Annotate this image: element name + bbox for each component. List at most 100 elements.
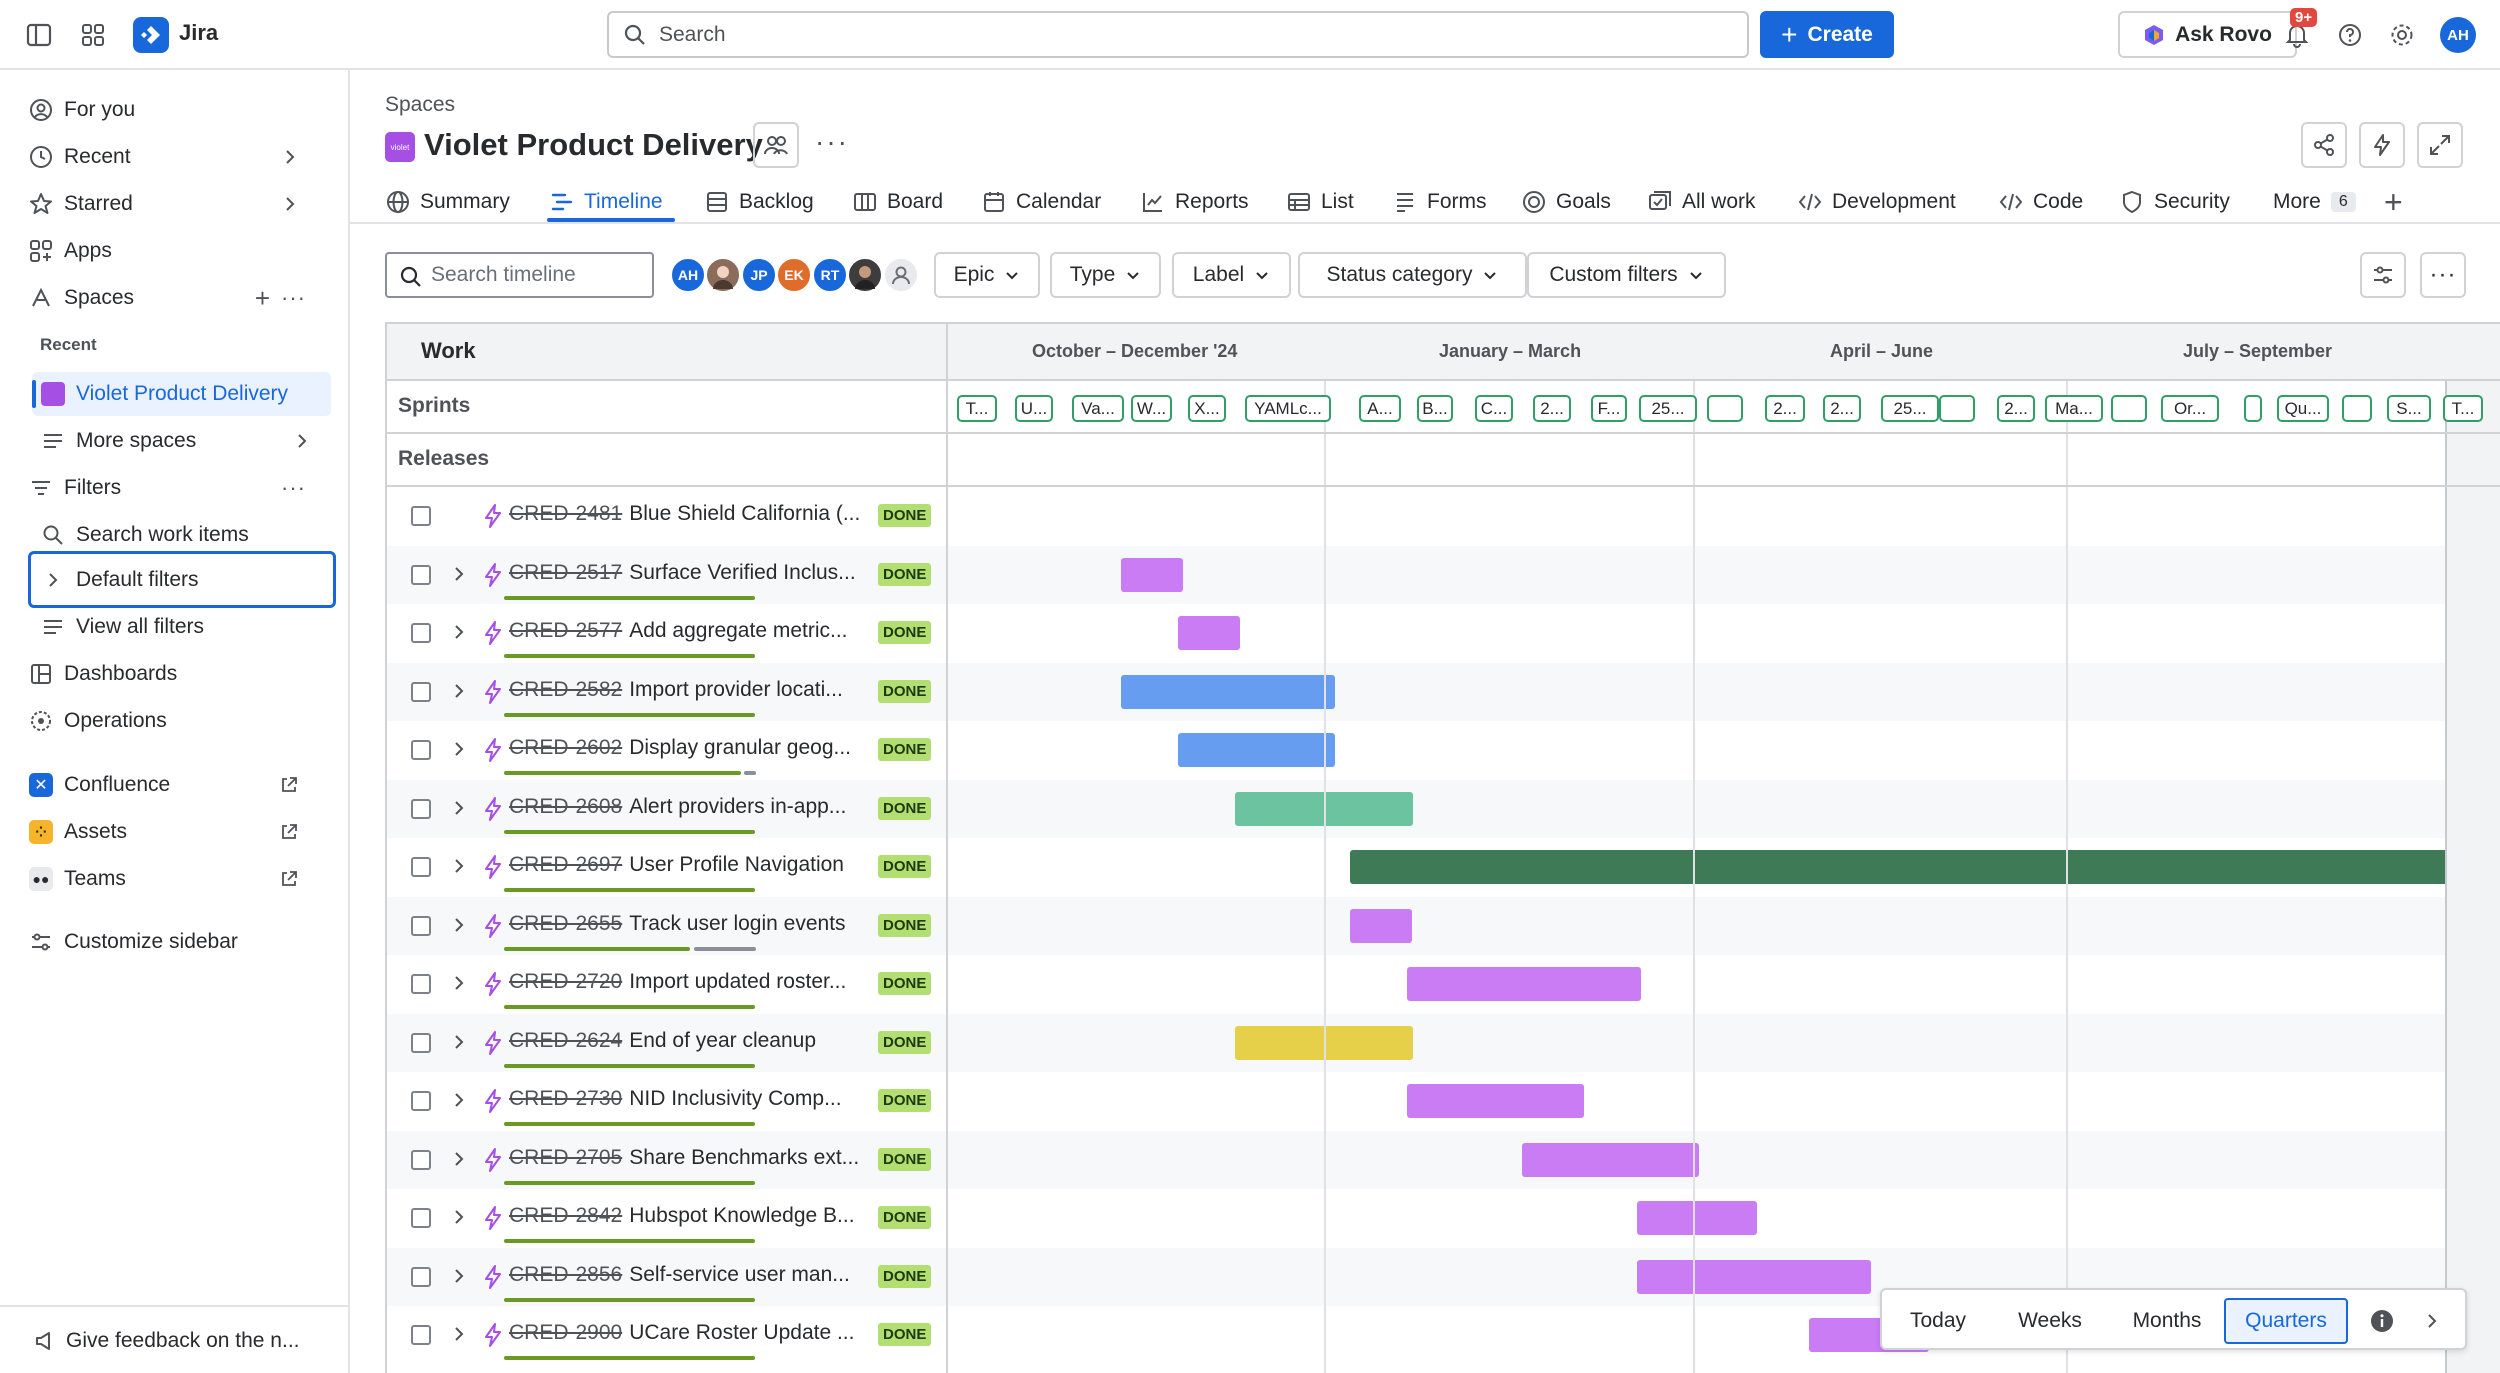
table-row[interactable]: CRED-2730 NID Inclusivity Comp... DONE <box>387 1072 2500 1131</box>
sprint-chip[interactable]: 25... <box>1881 395 1939 422</box>
help-icon[interactable] <box>2333 18 2367 52</box>
work-item-title[interactable]: CRED-2900 UCare Roster Update ... <box>509 1321 864 1345</box>
ask-rovo-button[interactable]: Ask Rovo <box>2118 11 2297 58</box>
table-row[interactable]: CRED-2481 Blue Shield California (... DONE <box>387 487 2500 546</box>
sprint-chip[interactable]: 2... <box>1823 395 1861 422</box>
work-item-title[interactable]: CRED-2481 Blue Shield California (... <box>509 502 864 526</box>
table-row[interactable]: CRED-2655 Track user login events DONE <box>387 896 2500 955</box>
row-checkbox[interactable] <box>411 1091 431 1111</box>
sprint-chip[interactable]: A... <box>1359 395 1401 422</box>
sidebar-item-violet-product-delivery[interactable]: Violet Product Delivery <box>40 374 330 414</box>
sprint-chip[interactable]: F... <box>1591 395 1627 422</box>
work-item-title[interactable]: CRED-2856 Self-service user man... <box>509 1263 864 1287</box>
sidebar-item-customize[interactable]: Customize sidebar <box>28 922 328 962</box>
expand-chevron-icon[interactable] <box>451 1032 467 1052</box>
custom-filters-dropdown[interactable]: Custom filters <box>1527 252 1726 298</box>
row-checkbox[interactable] <box>411 681 431 702</box>
sprint-chip[interactable]: W... <box>1131 395 1172 422</box>
work-item-title[interactable]: CRED-2655 Track user login events <box>509 912 864 936</box>
sidebar-toggle-icon[interactable] <box>22 18 56 52</box>
work-item-key[interactable]: CRED-2608 <box>509 794 623 818</box>
work-item-key[interactable]: CRED-2842 <box>509 1204 623 1227</box>
tab-security[interactable]: Security <box>2120 184 2230 220</box>
table-row[interactable]: CRED-2608 Alert providers in-app... DONE <box>387 779 2500 838</box>
sprint-chip[interactable] <box>1707 395 1743 422</box>
fullscreen-icon[interactable] <box>2417 122 2463 168</box>
work-item-key[interactable]: CRED-2730 <box>509 1087 623 1110</box>
work-item-title[interactable]: CRED-2697 User Profile Navigation <box>509 853 864 877</box>
work-item-key[interactable]: CRED-2582 <box>509 677 623 701</box>
work-item-key[interactable]: CRED-2517 <box>509 560 623 584</box>
add-space-icon[interactable]: + <box>254 282 270 313</box>
table-row[interactable]: CRED-2602 Display granular geog... DONE <box>387 721 2500 780</box>
epic-filter-dropdown[interactable]: Epic <box>934 252 1040 298</box>
tab-code[interactable]: Code <box>1999 184 2083 220</box>
work-item-key[interactable]: CRED-2602 <box>509 736 623 759</box>
sidebar-item-apps[interactable]: Apps <box>28 231 328 271</box>
sidebar-item-view-all-filters[interactable]: View all filters <box>40 607 330 647</box>
table-row[interactable]: CRED-2582 Import provider locati... DONE <box>387 662 2500 721</box>
settings-gear-icon[interactable] <box>2385 18 2419 52</box>
sprint-chip[interactable]: B... <box>1417 395 1453 422</box>
work-item-key[interactable]: CRED-2481 <box>509 502 623 525</box>
work-item-title[interactable]: CRED-2705 Share Benchmarks ext... <box>509 1146 864 1170</box>
row-checkbox[interactable] <box>411 740 431 760</box>
work-item-key[interactable]: CRED-2655 <box>509 911 623 935</box>
work-item-key[interactable]: CRED-2705 <box>509 1145 623 1169</box>
unassigned-avatar-icon[interactable] <box>883 257 919 293</box>
sprint-chip[interactable]: 2... <box>1533 395 1571 422</box>
sprint-chip[interactable] <box>1939 395 1975 422</box>
table-row[interactable]: CRED-2697 User Profile Navigation DONE <box>387 838 2500 897</box>
sidebar-item-starred[interactable]: Starred <box>28 184 328 224</box>
work-item-key[interactable]: CRED-2720 <box>509 970 623 993</box>
timeline-bar[interactable] <box>1178 733 1335 767</box>
create-button[interactable]: + Create <box>1760 11 1894 58</box>
table-row[interactable]: CRED-2517 Surface Verified Inclus... DONE <box>387 545 2500 604</box>
row-checkbox[interactable] <box>411 1149 431 1170</box>
timeline-bar[interactable] <box>1407 967 1641 1001</box>
assignee-avatar-photo[interactable] <box>705 257 741 293</box>
sprint-chip[interactable]: Va... <box>1072 395 1124 422</box>
row-checkbox[interactable] <box>411 857 431 877</box>
tab-summary[interactable]: Summary <box>386 184 510 220</box>
tab-forms[interactable]: Forms <box>1393 184 1487 220</box>
assignee-avatar-photo[interactable] <box>847 257 883 293</box>
row-checkbox[interactable] <box>411 1032 431 1053</box>
expand-chevron-icon[interactable] <box>451 1149 467 1169</box>
timeline-bar[interactable] <box>1350 908 1412 943</box>
expand-chevron-icon[interactable] <box>451 915 467 935</box>
table-row[interactable]: CRED-2624 End of year cleanup DONE <box>387 1013 2500 1072</box>
row-checkbox[interactable] <box>411 623 431 643</box>
sprint-chip[interactable]: 25... <box>1639 395 1697 422</box>
sprint-chip[interactable]: Or... <box>2161 395 2219 422</box>
sprint-chip[interactable]: X... <box>1188 395 1226 422</box>
tab-reports[interactable]: Reports <box>1141 184 1249 220</box>
timeline-bar[interactable] <box>1637 1259 1871 1294</box>
more-options-icon[interactable]: ··· <box>281 285 306 310</box>
sprint-chip[interactable] <box>2244 395 2262 422</box>
expand-chevron-icon[interactable] <box>451 739 467 759</box>
assignee-avatar[interactable]: AH <box>670 257 706 293</box>
sidebar-item-search-work-items[interactable]: Search work items <box>40 515 330 555</box>
expand-chevron-icon[interactable] <box>451 798 467 818</box>
quarters-button[interactable]: Quarters <box>2224 1298 2348 1344</box>
user-avatar[interactable]: AH <box>2440 17 2476 53</box>
sidebar-item-confluence[interactable]: ✕ Confluence <box>28 765 328 805</box>
table-row[interactable]: CRED-2577 Add aggregate metric... DONE <box>387 604 2500 663</box>
table-row[interactable]: CRED-2842 Hubspot Knowledge B... DONE <box>387 1189 2500 1248</box>
tab-calendar[interactable]: Calendar <box>982 184 1101 220</box>
timeline-bar[interactable] <box>1178 616 1240 650</box>
timeline-search-input[interactable]: Search timeline <box>385 252 654 298</box>
breadcrumb[interactable]: Spaces <box>385 93 456 116</box>
team-icon[interactable] <box>753 122 799 168</box>
app-switcher-icon[interactable] <box>76 18 110 52</box>
share-icon[interactable] <box>2301 122 2347 168</box>
timeline-bar[interactable] <box>1350 850 2500 884</box>
sidebar-item-assets[interactable]: ⁘ Assets <box>28 812 328 852</box>
tab-list[interactable]: List <box>1287 184 1354 220</box>
work-item-key[interactable]: CRED-2577 <box>509 619 623 642</box>
work-item-title[interactable]: CRED-2577 Add aggregate metric... <box>509 619 864 643</box>
timeline-bar[interactable] <box>1637 1201 1757 1235</box>
sidebar-item-recent[interactable]: Recent <box>28 137 328 177</box>
add-tab-plus-icon[interactable]: + <box>2384 183 2403 220</box>
